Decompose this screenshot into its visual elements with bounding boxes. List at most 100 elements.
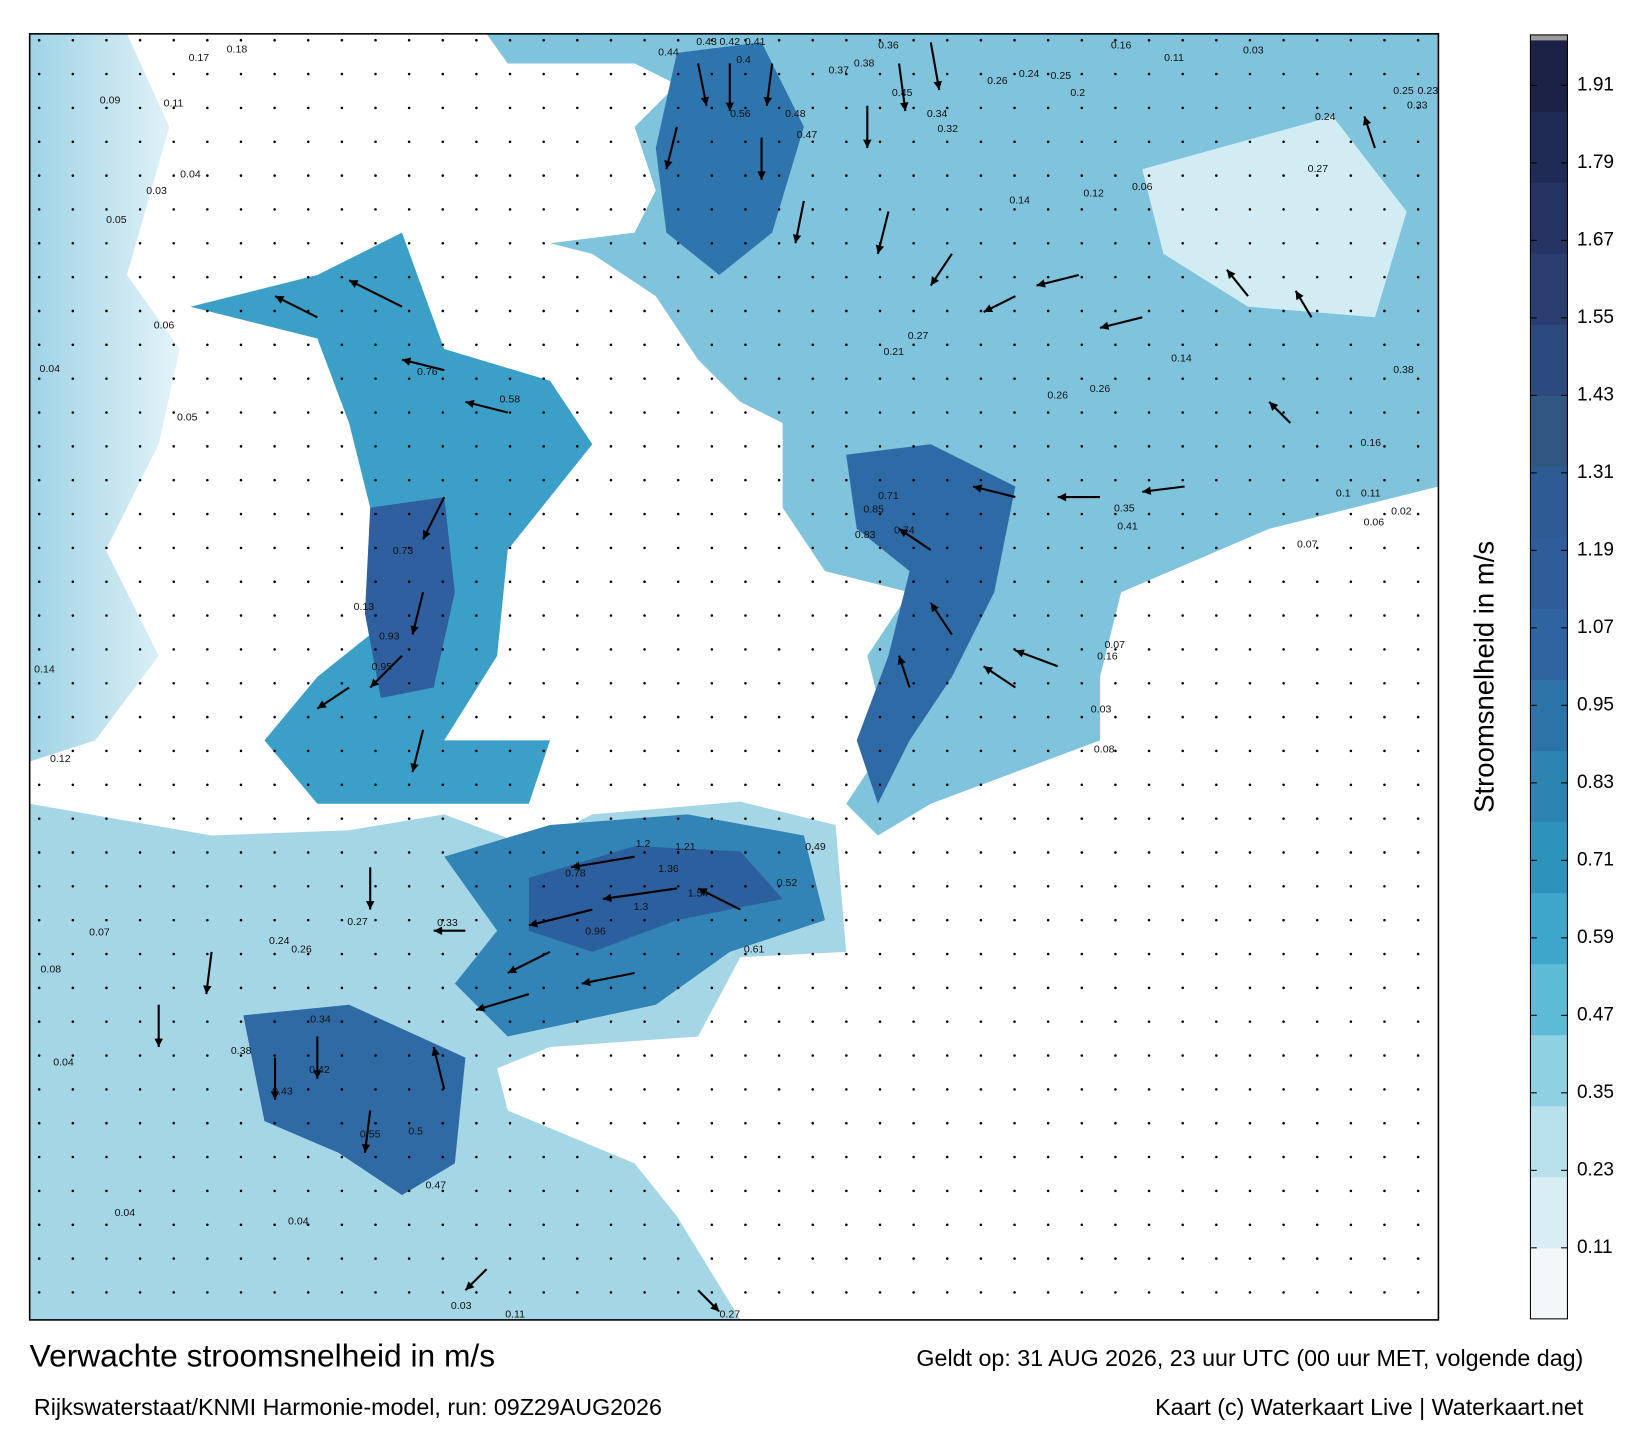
grid-dot (273, 174, 276, 177)
grid-dot (138, 1020, 142, 1023)
grid-dot (744, 918, 747, 922)
grid-dot (273, 106, 276, 110)
current-arrow (348, 279, 403, 308)
grid-dot (306, 174, 310, 177)
grid-dot (744, 546, 747, 550)
grid-dot (374, 1189, 377, 1193)
grid-dot (441, 1189, 445, 1193)
grid-dot (777, 275, 781, 279)
grid-dot (71, 1020, 75, 1023)
grid-dot (878, 512, 882, 516)
grid-dot (172, 1088, 175, 1091)
grid-dot (912, 681, 915, 685)
grid-dot (845, 72, 848, 76)
colorbar-tick-label: 0.83 (1577, 772, 1614, 793)
grid-dot (576, 580, 579, 583)
grid-dot (744, 106, 747, 110)
grid-dot (172, 512, 175, 516)
grid-dot (1013, 241, 1016, 245)
grid-dot (542, 1054, 545, 1057)
grid-dot (912, 952, 915, 956)
arrow-head (410, 762, 419, 773)
grid-dot (1349, 1189, 1353, 1193)
grid-dot (407, 614, 411, 617)
grid-dot (1114, 1223, 1117, 1226)
grid-dot (1315, 208, 1319, 211)
grid-dot (273, 208, 276, 211)
grid-dot (374, 38, 377, 42)
grid-dot (979, 580, 983, 583)
grid-dot (609, 1054, 613, 1057)
grid-dot (273, 411, 276, 414)
grid-dot (1080, 614, 1084, 617)
speed-label: 0.41 (745, 36, 766, 48)
grid-dot (1215, 986, 1218, 990)
grid-dot (105, 106, 108, 110)
grid-dot (239, 208, 243, 211)
grid-dot (609, 885, 613, 888)
grid-dot (912, 1088, 915, 1091)
grid-dot (441, 1054, 445, 1057)
grid-dot (1114, 952, 1117, 956)
grid-dot (576, 1155, 579, 1159)
grid-dot (1416, 580, 1420, 583)
grid-dot (576, 986, 579, 990)
speed-label: 0.17 (189, 52, 210, 64)
grid-dot (340, 1020, 344, 1023)
grid-dot (777, 1155, 781, 1159)
grid-dot (1349, 343, 1353, 347)
grid-dot (1147, 681, 1151, 685)
grid-dot (340, 648, 344, 651)
grid-dot (273, 1121, 276, 1125)
grid-dot (105, 681, 108, 685)
grid-dot (407, 241, 411, 245)
grid-dot (1013, 275, 1016, 279)
grid-dot (1181, 208, 1184, 211)
grid-dot (1080, 478, 1084, 482)
grid-dot (1080, 648, 1084, 651)
grid-dot (1114, 309, 1117, 313)
grid-dot (1248, 749, 1252, 753)
grid-dot (878, 1155, 882, 1159)
grid-dot (811, 377, 815, 380)
grid-dot (1248, 986, 1252, 990)
speed-label: 0.03 (146, 185, 167, 197)
grid-dot (609, 952, 613, 956)
grid-dot (979, 952, 983, 956)
grid-dot (374, 275, 377, 279)
speed-label: 0.38 (231, 1045, 252, 1057)
grid-dot (239, 715, 243, 719)
grid-dot (1383, 749, 1386, 753)
grid-dot (1248, 1054, 1252, 1057)
grid-dot (306, 1121, 310, 1125)
grid-dot (710, 1189, 714, 1193)
grid-dot (609, 1189, 613, 1193)
grid-dot (945, 715, 949, 719)
map-title: Verwachte stroomsnelheid in m/s (30, 1337, 495, 1373)
grid-dot (576, 1121, 579, 1125)
grid-dot (777, 478, 781, 482)
grid-dot (609, 275, 613, 279)
grid-dot (777, 681, 781, 685)
grid-dot (239, 478, 243, 482)
grid-dot (676, 140, 680, 143)
grid-dot (1147, 1088, 1151, 1091)
grid-dot (1383, 580, 1386, 583)
grid-dot (1147, 851, 1151, 854)
arrow-head (581, 977, 591, 987)
grid-dot (1416, 952, 1420, 956)
grid-dot (340, 208, 344, 211)
grid-dot (744, 241, 747, 245)
grid-dot (374, 817, 377, 820)
grid-dot (912, 817, 915, 820)
grid-dot (777, 174, 781, 177)
grid-dot (845, 580, 848, 583)
grid-dot (744, 512, 747, 516)
grid-dot (306, 648, 310, 651)
grid-dot (1147, 580, 1151, 583)
grid-dot (777, 986, 781, 990)
grid-dot (1248, 715, 1252, 719)
grid-dot (1416, 512, 1420, 516)
grid-dot (1114, 1155, 1117, 1159)
grid-dot (71, 1189, 75, 1193)
